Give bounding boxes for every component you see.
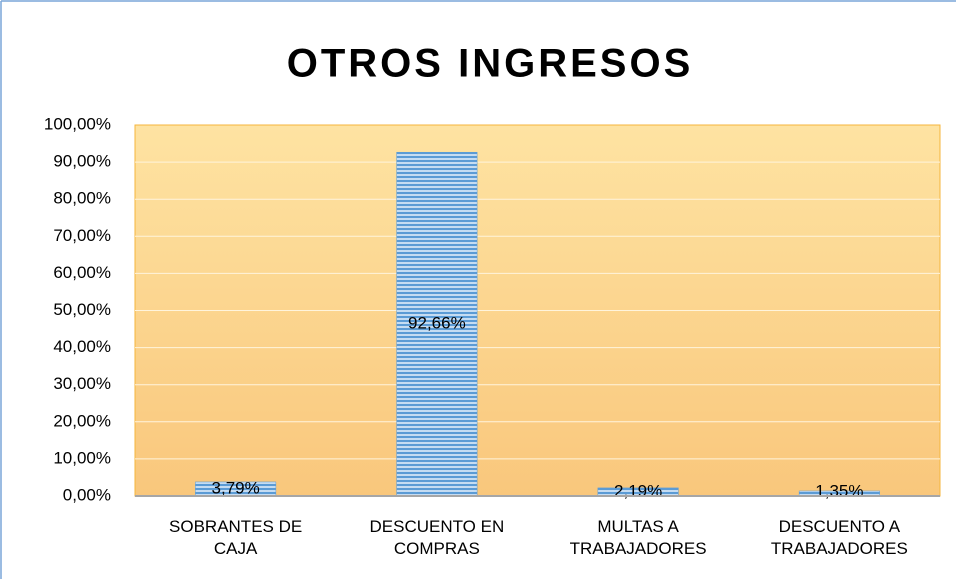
y-tick-label: 0,00% (63, 485, 111, 504)
y-tick-label: 50,00% (53, 300, 111, 319)
x-tick-label: MULTAS A TRABAJADORES (569, 517, 707, 558)
x-tick-label: DESCUENTO EN COMPRAS (369, 517, 505, 558)
value-label: 2,19% (614, 481, 662, 500)
y-tick-label: 40,00% (53, 337, 111, 356)
y-tick-label: 70,00% (53, 226, 111, 245)
y-tick-label: 20,00% (53, 411, 111, 430)
y-tick-label: 60,00% (53, 263, 111, 282)
value-label: 1,35% (815, 481, 863, 500)
y-tick-label: 30,00% (53, 374, 111, 393)
x-tick-label: SOBRANTES DE CAJA (169, 517, 303, 558)
bar (396, 151, 478, 497)
x-tick-label: DESCUENTO A TRABAJADORES (770, 517, 908, 558)
y-tick-label: 80,00% (53, 189, 111, 208)
y-tick-label: 10,00% (53, 448, 111, 467)
chart-title: OTROS INGRESOS (287, 42, 694, 86)
y-tick-label: 100,00% (44, 114, 111, 133)
value-label: 92,66% (408, 314, 466, 333)
value-label: 3,79% (212, 478, 260, 497)
y-tick-label: 90,00% (53, 152, 111, 171)
